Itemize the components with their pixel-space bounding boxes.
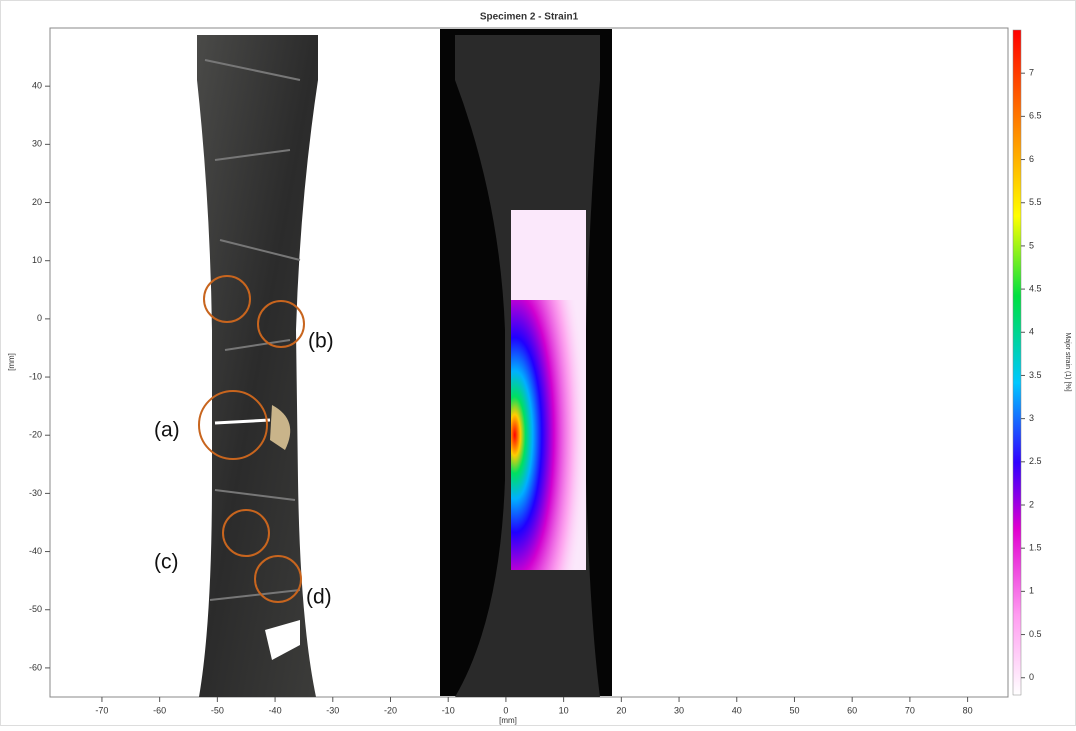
colorbar-tick-label: 0: [1029, 672, 1034, 682]
x-tick-label: -70: [95, 705, 108, 715]
chart: Specimen 2 - Strain1 [mm] [mm] Major str…: [0, 0, 1076, 726]
x-tick-label: -10: [442, 705, 455, 715]
x-axis-label: [mm]: [499, 716, 517, 725]
x-tick-label: 0: [503, 705, 508, 715]
x-tick-label: 10: [559, 705, 569, 715]
y-tick-label: -30: [29, 488, 42, 498]
colorbar-tick-label: 4.5: [1029, 283, 1042, 293]
colorbar: [1013, 30, 1021, 695]
x-tick-label: -30: [326, 705, 339, 715]
colorbar-tick-label: 3.5: [1029, 370, 1042, 380]
y-tick-label: -10: [29, 371, 42, 381]
x-tick-label: -60: [153, 705, 166, 715]
colorbar-tick-label: 6: [1029, 154, 1034, 164]
colorbar-label: Major strain (1) [%]: [1064, 332, 1071, 391]
y-tick-label: 0: [37, 313, 42, 323]
annotation: (b): [308, 330, 334, 353]
x-tick-label: 30: [674, 705, 684, 715]
colorbar-tick-label: 2.5: [1029, 456, 1042, 466]
x-tick-label: 50: [789, 705, 799, 715]
colorbar-tick-label: 7: [1029, 68, 1034, 78]
y-tick-label: 20: [32, 197, 42, 207]
x-tick-label: 40: [732, 705, 742, 715]
annotation: (c): [154, 551, 179, 574]
annotation: (d): [306, 586, 332, 609]
strain-hotspot: [511, 300, 586, 570]
y-tick-label: 30: [32, 139, 42, 149]
colorbar-tick-label: 2: [1029, 499, 1034, 509]
y-tick-label: -50: [29, 604, 42, 614]
y-tick-label: 40: [32, 81, 42, 91]
annotation: (a): [154, 419, 180, 442]
x-tick-label: 70: [905, 705, 915, 715]
colorbar-tick-label: 6.5: [1029, 111, 1042, 121]
colorbar-tick-label: 5: [1029, 240, 1034, 250]
colorbar-tick-label: 0.5: [1029, 629, 1042, 639]
chart-title: Specimen 2 - Strain1: [480, 12, 579, 23]
x-tick-label: -50: [211, 705, 224, 715]
y-axis-label: [mm]: [7, 353, 16, 371]
colorbar-tick-label: 1.5: [1029, 543, 1042, 553]
y-tick-label: 10: [32, 255, 42, 265]
x-tick-label: -40: [269, 705, 282, 715]
colorbar-tick-label: 4: [1029, 327, 1034, 337]
x-tick-label: 80: [963, 705, 973, 715]
colorbar-tick-label: 1: [1029, 586, 1034, 596]
x-tick-label: -20: [384, 705, 397, 715]
colorbar-tick-label: 5.5: [1029, 197, 1042, 207]
x-tick-label: 20: [616, 705, 626, 715]
colorbar-tick-label: 3: [1029, 413, 1034, 423]
y-tick-label: -20: [29, 430, 42, 440]
x-tick-label: 60: [847, 705, 857, 715]
y-tick-label: -40: [29, 546, 42, 556]
y-tick-label: -60: [29, 662, 42, 672]
